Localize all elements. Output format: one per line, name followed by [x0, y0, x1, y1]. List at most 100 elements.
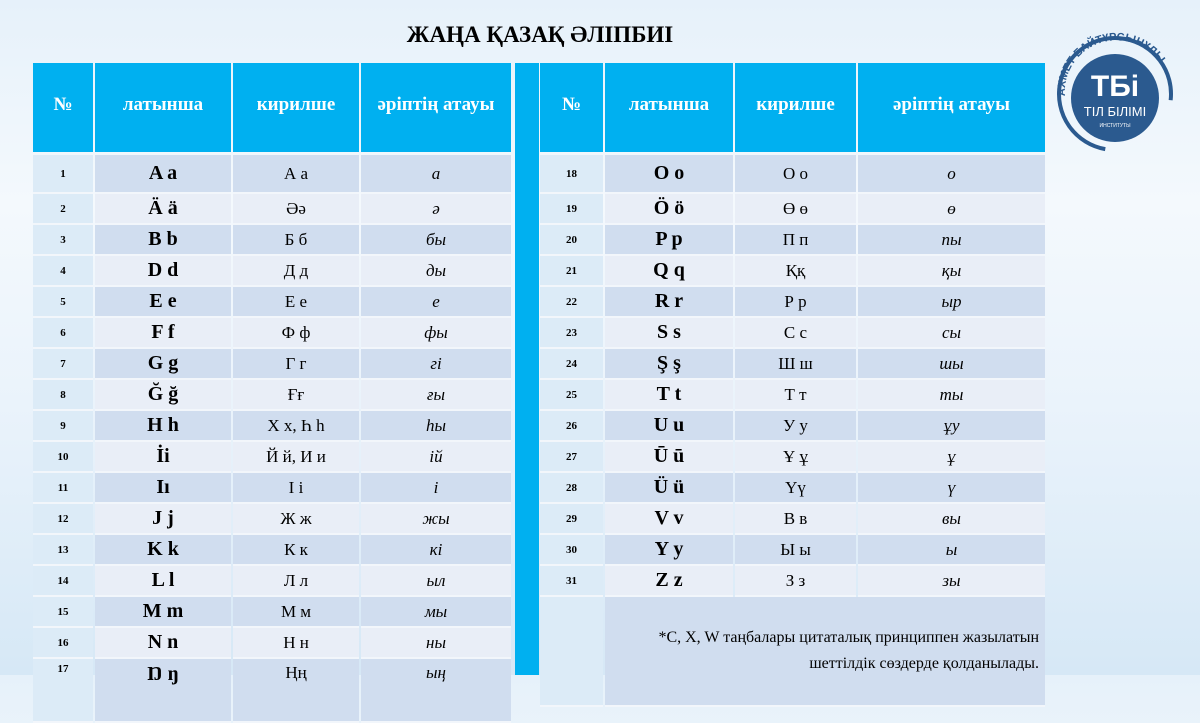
cell-letter-name: о: [858, 155, 1045, 194]
cell-cyrillic: П п: [735, 225, 856, 256]
cell-cyrillic: Г г: [233, 349, 359, 380]
cell-number: 31: [540, 566, 603, 597]
cell-letter-name: ы: [858, 535, 1045, 566]
header-letter-name: әріптің атауы: [361, 63, 511, 152]
cell-number: 24: [540, 349, 603, 380]
cell-latin: G g: [95, 349, 231, 380]
cell-letter-name: а: [361, 155, 511, 194]
cell-letter-name: ә: [361, 194, 511, 225]
cell-cyrillic: Ы ы: [735, 535, 856, 566]
cell-letter-name: е: [361, 287, 511, 318]
cell-cyrillic: Ққ: [735, 256, 856, 287]
cell-cyrillic: Е е: [233, 287, 359, 318]
cell-number: 29: [540, 504, 603, 535]
cell-letter-name: кі: [361, 535, 511, 566]
cell-letter-name: ың: [361, 659, 511, 723]
cell-number: 16: [33, 628, 93, 659]
cell-cyrillic: Ңң: [233, 659, 359, 723]
header-number: №: [540, 63, 603, 152]
cell-letter-name: ны: [361, 628, 511, 659]
cell-latin: M m: [95, 597, 231, 628]
cell-latin: O o: [605, 155, 733, 194]
cell-number: 14: [33, 566, 93, 597]
cell-number: 7: [33, 349, 93, 380]
table-row: 17 Ŋ ŋ Ңң ың: [33, 659, 511, 723]
table-row: 28 Ü ü Үү ү: [540, 473, 1045, 504]
cell-letter-name: ыл: [361, 566, 511, 597]
cell-latin: B b: [95, 225, 231, 256]
table-row: 10 İi Й й, И и ій: [33, 442, 511, 473]
cell-letter-name: ыр: [858, 287, 1045, 318]
cell-latin: Ğ ğ: [95, 380, 231, 411]
cell-cyrillic: І і: [233, 473, 359, 504]
cell-number: 10: [33, 442, 93, 473]
table-row: 21 Q q Ққ қы: [540, 256, 1045, 287]
header-cyrillic: кирилше: [233, 63, 359, 152]
cell-latin: T t: [605, 380, 733, 411]
cell-number: 13: [33, 535, 93, 566]
cell-letter-name: мы: [361, 597, 511, 628]
cell-number: 15: [33, 597, 93, 628]
cell-number: 8: [33, 380, 93, 411]
cell-number: 20: [540, 225, 603, 256]
cell-number: 12: [33, 504, 93, 535]
cell-latin: E e: [95, 287, 231, 318]
cell-latin: N n: [95, 628, 231, 659]
cell-cyrillic: Н н: [233, 628, 359, 659]
cell-number: 17: [33, 659, 93, 723]
header-letter-name: әріптің атауы: [858, 63, 1045, 152]
cell-letter-name: ө: [858, 194, 1045, 225]
cell-latin: R r: [605, 287, 733, 318]
cell-cyrillic: М м: [233, 597, 359, 628]
cell-latin: K k: [95, 535, 231, 566]
cell-cyrillic: Ұ ұ: [735, 442, 856, 473]
cell-latin: J j: [95, 504, 231, 535]
cell-latin: Q q: [605, 256, 733, 287]
cell-letter-name: гі: [361, 349, 511, 380]
cell-number: 27: [540, 442, 603, 473]
cell-latin: Iı: [95, 473, 231, 504]
cell-latin: H h: [95, 411, 231, 442]
header-latin: латынша: [605, 63, 733, 152]
cell-cyrillic: Р р: [735, 287, 856, 318]
svg-text:ИНСТИТУТЫ: ИНСТИТУТЫ: [1099, 123, 1131, 129]
cell-cyrillic: Й й, И и: [233, 442, 359, 473]
cell-letter-name: і: [361, 473, 511, 504]
cell-letter-name: қы: [858, 256, 1045, 287]
cell-cyrillic: Ш ш: [735, 349, 856, 380]
cell-latin: A a: [95, 155, 231, 194]
cell-latin: L l: [95, 566, 231, 597]
cell-latin: Ŋ ŋ: [95, 659, 231, 723]
cell-number: 21: [540, 256, 603, 287]
cell-number: 5: [33, 287, 93, 318]
cell-letter-name: бы: [361, 225, 511, 256]
cell-number: 28: [540, 473, 603, 504]
cell-cyrillic: У у: [735, 411, 856, 442]
cell-latin: F f: [95, 318, 231, 349]
cell-latin: İi: [95, 442, 231, 473]
cell-cyrillic: З з: [735, 566, 856, 597]
cell-letter-name: сы: [858, 318, 1045, 349]
svg-text:ТБі: ТБі: [1091, 70, 1139, 103]
cell-number: 26: [540, 411, 603, 442]
